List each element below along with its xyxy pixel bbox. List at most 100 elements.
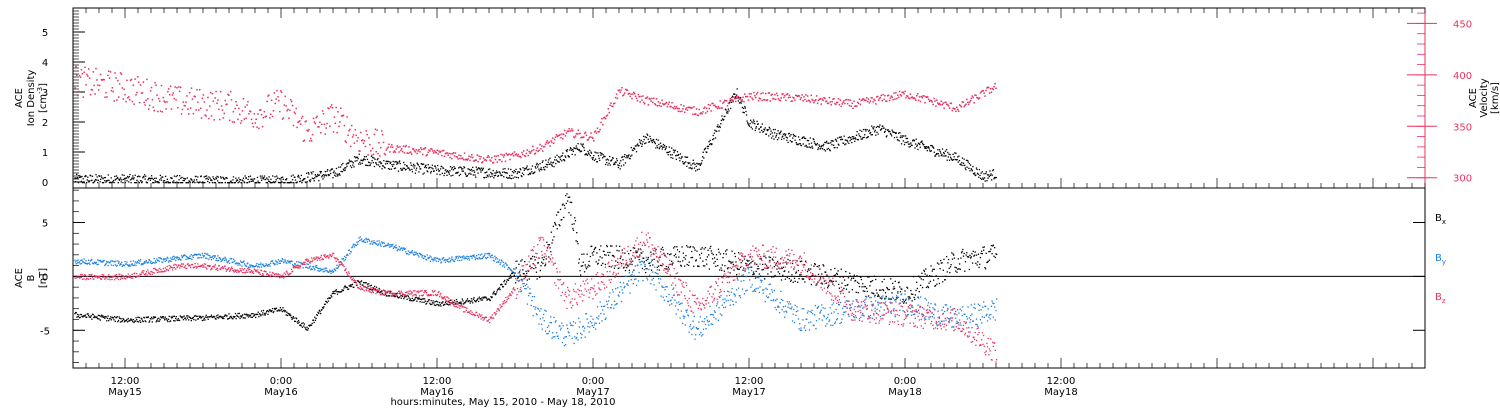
velocity-point (535, 149, 538, 152)
density-point (898, 140, 900, 142)
b-bx-point (206, 316, 209, 318)
density-point (398, 161, 400, 163)
velocity-point (797, 94, 800, 97)
density-point (471, 170, 473, 172)
b-by-point (266, 264, 268, 267)
velocity-point (867, 98, 870, 100)
b-by-point (138, 259, 140, 261)
density-point (435, 169, 438, 171)
b-by-point (484, 253, 486, 255)
b-by-point (267, 265, 269, 267)
velocity-point (87, 75, 89, 77)
b-bx-point (184, 317, 186, 319)
velocity-point (234, 107, 236, 110)
density-point (665, 147, 667, 149)
density-point (386, 160, 388, 162)
density-point (517, 171, 519, 173)
b-by-point (318, 270, 320, 272)
density-point (727, 108, 730, 110)
b-bx-point (679, 261, 681, 263)
density-point (909, 143, 911, 145)
b-by-point (323, 268, 325, 270)
velocity-point (412, 148, 415, 150)
b-by-point (230, 257, 233, 260)
b-by-point (165, 258, 167, 260)
velocity-point (689, 106, 691, 109)
velocity-point (816, 102, 819, 105)
density-point (144, 178, 146, 180)
b-bx-point (499, 288, 501, 291)
density-point (460, 166, 462, 169)
b-bx-point (399, 292, 401, 295)
b-bx-point (158, 317, 160, 319)
density-point (549, 163, 552, 165)
velocity-point (384, 154, 387, 156)
velocity-point (208, 105, 211, 107)
b-by-point (162, 261, 164, 263)
b-bx-point (850, 279, 852, 281)
b-bx-point (575, 240, 577, 242)
velocity-point (916, 93, 919, 95)
b-by-point (360, 238, 363, 240)
velocity-point (383, 152, 386, 155)
density-point (905, 135, 907, 137)
b-bx-point (207, 318, 209, 320)
velocity-point (523, 154, 526, 157)
velocity-point (622, 94, 624, 97)
density-point (648, 141, 651, 143)
b-by-point (95, 261, 98, 264)
b-by-point (388, 246, 391, 248)
b-bx-point (873, 293, 875, 295)
b-by-point (377, 244, 379, 246)
b-by-point (517, 272, 519, 274)
b-bx-point (156, 318, 159, 320)
density-point (145, 175, 147, 177)
b-bx-point (720, 267, 722, 269)
b-bx-point (690, 256, 692, 259)
velocity-point (755, 93, 758, 95)
velocity-point (470, 156, 472, 158)
density-point (527, 174, 529, 176)
b-by-point (533, 306, 535, 308)
velocity-point (108, 77, 111, 79)
density-point (411, 171, 414, 173)
b-bx-point (289, 313, 291, 315)
density-point (983, 173, 985, 175)
b-bx-point (793, 277, 796, 279)
density-point (97, 179, 99, 181)
b-by-point (87, 259, 90, 261)
b-by-point (432, 260, 434, 262)
b-bx-point (916, 287, 918, 290)
velocity-point (954, 108, 956, 110)
velocity-point (80, 68, 83, 71)
density-point (988, 174, 990, 176)
b-by-point (453, 260, 456, 263)
b-bx-point (670, 253, 672, 255)
b-bx-point (333, 292, 335, 294)
b-bx-point (589, 265, 591, 267)
b-bx-point (856, 275, 858, 277)
b-bx-point (389, 291, 391, 293)
density-point (992, 169, 994, 172)
b-bx-point (541, 257, 543, 259)
b-bx-point (417, 298, 419, 300)
b-bx-point (724, 265, 726, 267)
density-point (604, 163, 607, 166)
density-point (582, 145, 584, 148)
b-bx-point (422, 298, 424, 300)
velocity-point (546, 139, 549, 142)
b-bx-point (791, 262, 794, 265)
density-point (383, 159, 385, 162)
density-tick-label: 1 (42, 148, 48, 159)
b-by-point (329, 269, 331, 271)
b-bx-point (576, 241, 579, 243)
density-point (618, 162, 621, 164)
b-bx-point (364, 282, 366, 284)
b-bx-point (924, 273, 926, 275)
velocity-point (538, 149, 540, 152)
density-point (538, 170, 541, 172)
velocity-point (112, 90, 115, 93)
velocity-point (340, 107, 342, 109)
density-point (890, 133, 892, 135)
density-point (95, 179, 98, 181)
